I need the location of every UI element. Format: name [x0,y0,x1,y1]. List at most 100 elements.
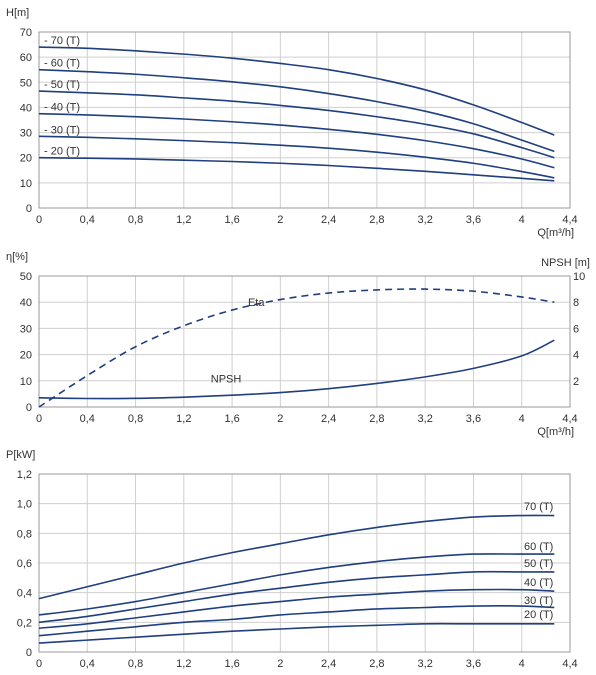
x-tick-label: 3,2 [418,413,433,425]
x-tick-label: 3,6 [466,413,481,425]
y-tick-label: 0 [26,647,32,659]
series-line-1 [38,46,555,136]
chart-panel-2: 0 0,4 0,8 1,2 1,6 2 2,4 2,8 3,2 3,6 4 4,4 0 10 20 30 40 5… [6,251,590,438]
x-tick-label: 1,2 [176,413,191,425]
x-tick-label: 1,2 [176,214,191,226]
series-label: - 30 (T) [44,124,80,136]
x-tick-label: 4 [519,658,525,670]
series-label: - 20 (T) [44,146,80,158]
y-axis-label: P[kW] [6,449,35,461]
y-right-tick-label: 2 [573,376,579,388]
x-tick-label: 2,4 [321,413,336,425]
npsh-label: NPSH [211,374,242,386]
x-tick-label: 3,2 [418,214,433,226]
y-tick-label: 20 [20,350,32,362]
x-tick-label: 2,8 [369,413,384,425]
x-tick-label: 3,6 [466,214,481,226]
y-tick-label: 1,0 [17,499,32,511]
series-line-5 [38,605,555,637]
x-tick-label: 1,6 [224,413,239,425]
x-tick-label: 4 [519,413,525,425]
series-line-4 [38,112,555,169]
y-tick-label: 0 [26,402,32,414]
series-line-6 [38,622,555,644]
y-right-tick-label: 8 [573,297,579,309]
y-tick-label: 10 [20,376,32,388]
series-line-4 [38,588,555,630]
y-right-tick-label: 6 [573,323,579,335]
y-tick-label: 0,8 [17,528,32,540]
series-label: - 40 (T) [44,102,80,114]
y-tick-label: 50 [20,271,32,283]
series-line-5 [38,135,555,179]
x-tick-label: 0 [36,413,42,425]
y-right-axis-label: NPSH [m] [541,257,590,269]
x-tick-label: 0 [36,214,42,226]
x-tick-label: 2 [277,214,283,226]
x-tick-label: 2 [277,413,283,425]
eta-label: Eta [248,297,265,309]
y-axis-label: η[%] [6,251,28,263]
series-line-1 [38,288,555,408]
x-tick-label: 4,4 [562,214,577,226]
series-label: 20 (T) [524,609,553,621]
series-line-2 [38,68,555,153]
series-label: 70 (T) [524,501,553,513]
x-tick-label: 1,2 [176,658,191,670]
y-tick-label: 0,4 [17,588,32,600]
x-tick-label: 3,2 [418,658,433,670]
series-label: - 50 (T) [44,79,80,91]
x-tick-label: 2,4 [321,214,336,226]
x-tick-label: 0,4 [80,658,95,670]
x-tick-label: 2,8 [369,658,384,670]
x-tick-label: 0,8 [128,214,143,226]
series-line-3 [38,570,555,624]
x-tick-label: 2 [277,658,283,670]
series-line-1 [38,514,555,600]
y-tick-label: 30 [20,128,32,140]
y-tick-label: 1,2 [17,469,32,481]
x-tick-label: 4,4 [562,658,577,670]
x-tick-label: 2,8 [369,214,384,226]
series-label: - 60 (T) [44,58,80,70]
x-axis-label: Q[m³/h] [537,227,574,239]
series-label: 40 (T) [524,577,553,589]
y-tick-label: 50 [20,77,32,89]
series-label: 30 (T) [524,595,553,607]
series-line-2 [38,339,555,400]
y-tick-label: 0 [26,203,32,215]
y-tick-label: 60 [20,52,32,64]
x-tick-label: 0,8 [128,413,143,425]
series-line-2 [38,553,555,616]
series-line-6 [38,156,555,182]
y-tick-label: 70 [20,27,32,39]
x-tick-label: 1,6 [224,658,239,670]
y-axis-label: H[m] [6,7,29,19]
y-right-tick-label: 10 [573,271,585,283]
y-tick-label: 30 [20,323,32,335]
x-tick-label: 1,6 [224,214,239,226]
x-tick-label: 3,6 [466,658,481,670]
x-tick-label: 4,4 [562,413,577,425]
x-tick-label: 4 [519,214,525,226]
y-tick-label: 0,2 [17,617,32,629]
y-right-tick-label: 4 [573,350,579,362]
x-axis-label: Q[m³/h] [537,426,574,438]
chart-panel-3: 0 0,4 0,8 1,2 1,6 2 2,4 2,8 3,2 3,6 4 4,4 0 0,2 0,4 0,6… [6,449,578,670]
y-tick-label: 20 [20,153,32,165]
series-label: - 70 (T) [44,35,80,47]
y-tick-label: 40 [20,297,32,309]
y-tick-label: 40 [20,102,32,114]
series-line-3 [38,90,555,159]
plot-frame [38,473,571,653]
chart-panel-1: 0 0,4 0,8 1,2 1,6 2 2,4 2,8 3,2 3,6 4 4,4 0 10 20 30 40 5… [6,7,578,239]
x-tick-label: 0,4 [80,413,95,425]
y-tick-label: 0,6 [17,558,32,570]
y-tick-label: 10 [20,178,32,190]
plot-frame [38,31,571,209]
x-tick-label: 2,4 [321,658,336,670]
series-label: 60 (T) [524,541,553,553]
x-tick-label: 0,4 [80,214,95,226]
plot-frame [38,275,571,408]
